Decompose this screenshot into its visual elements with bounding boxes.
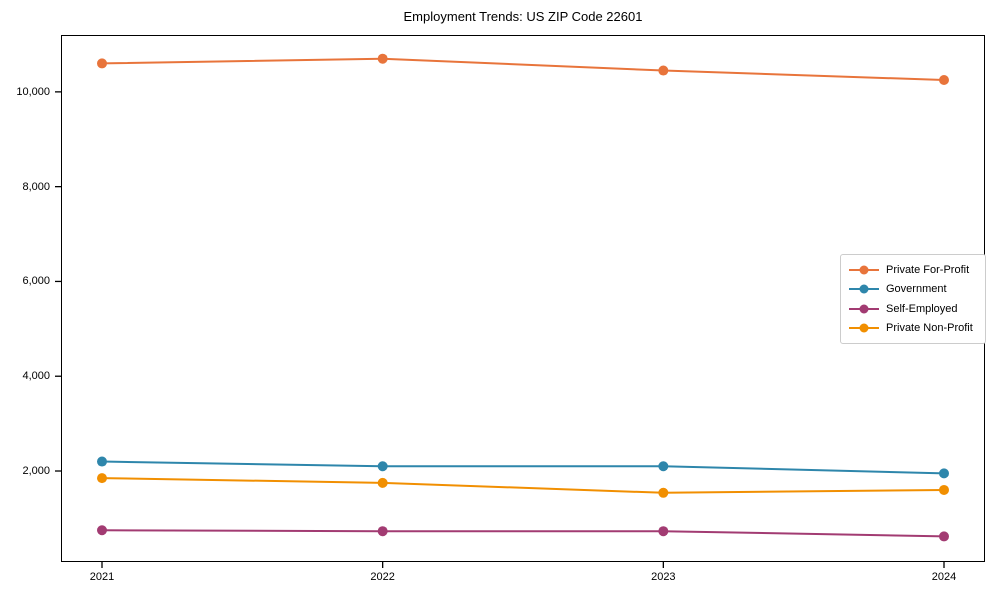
data-point-marker xyxy=(97,58,107,69)
legend-item: Private For-Profit xyxy=(849,264,977,276)
legend-label: Government xyxy=(886,283,947,296)
legend-line-marker-icon xyxy=(849,265,879,275)
legend-line-marker-icon xyxy=(849,323,879,333)
legend-label: Private Non-Profit xyxy=(886,322,973,335)
data-point-marker xyxy=(377,53,388,64)
chart-title: Employment Trends: US ZIP Code 22601 xyxy=(403,9,643,24)
data-point-marker xyxy=(939,75,949,86)
x-tick-label: 2024 xyxy=(931,571,957,583)
series-line xyxy=(101,529,945,538)
data-point-marker xyxy=(939,468,949,479)
data-point-marker xyxy=(97,473,107,484)
legend: Private For-Profit Government Self-Employe… xyxy=(840,254,986,344)
data-point-marker xyxy=(97,456,107,467)
x-tick-label: 2022 xyxy=(370,571,395,583)
y-tick-label: 10,000 xyxy=(16,85,50,98)
legend-label: Private For-Profit xyxy=(886,263,970,276)
x-tick-label: 2021 xyxy=(89,571,115,583)
legend-line-marker-icon xyxy=(849,284,879,294)
data-point-marker xyxy=(658,487,669,498)
data-point-marker xyxy=(97,525,107,536)
data-point-marker xyxy=(658,461,669,472)
data-point-marker xyxy=(377,461,388,472)
legend-label: Self-Employed xyxy=(886,302,958,315)
series-line xyxy=(101,57,945,82)
legend-item: Private Non-Profit xyxy=(849,322,977,334)
legend-line-marker-icon xyxy=(849,304,879,314)
data-point-marker xyxy=(377,477,388,488)
data-point-marker xyxy=(658,526,669,537)
y-tick-label: 6,000 xyxy=(22,275,50,288)
data-point-marker xyxy=(939,531,949,542)
data-point-marker xyxy=(377,526,388,537)
legend-item: Self-Employed xyxy=(849,303,977,315)
y-tick-label: 4,000 xyxy=(22,370,50,383)
data-point-marker xyxy=(939,484,949,495)
y-tick-label: 2,000 xyxy=(22,465,50,477)
series-line xyxy=(101,477,945,494)
series-line xyxy=(101,460,945,475)
y-tick-label: 8,000 xyxy=(22,180,50,193)
legend-item: Government xyxy=(849,283,977,295)
x-tick-label: 2023 xyxy=(651,571,676,583)
data-point-marker xyxy=(658,65,669,76)
